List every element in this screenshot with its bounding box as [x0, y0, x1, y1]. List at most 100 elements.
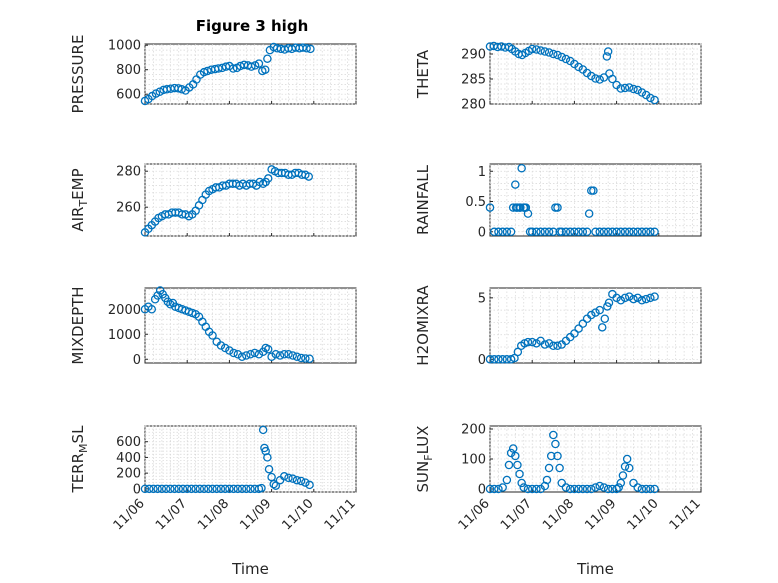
data-point: [591, 227, 600, 237]
data-point: [225, 484, 234, 494]
data-point: [199, 484, 209, 494]
data-point: [519, 483, 529, 492]
y-tick-label: 800: [116, 63, 141, 78]
data-point: [147, 304, 157, 314]
data-point: [591, 74, 600, 83]
data-point: [629, 294, 638, 304]
y-tick-label: 0: [133, 482, 141, 497]
data-point: [296, 353, 306, 363]
data-point: [637, 88, 647, 97]
y-axis-label: AIRTEMP: [69, 168, 90, 231]
y-tick-label: 600: [116, 88, 141, 103]
data-point: [212, 484, 221, 494]
data-point: [578, 484, 588, 494]
data-point: [233, 484, 243, 494]
data-point: [527, 44, 537, 54]
data-point: [646, 227, 655, 237]
data-point: [637, 227, 647, 237]
data-point: [284, 473, 293, 483]
data-point: [157, 484, 167, 494]
x-tick-label: 11/06: [111, 496, 148, 533]
data-point: [225, 346, 234, 355]
data-point: [504, 460, 514, 470]
data-point: [599, 73, 609, 82]
y-tick-label: 260: [116, 201, 141, 216]
data-point: [275, 351, 285, 360]
data-point: [489, 227, 499, 237]
subplot-2: 280 285 290 THETA: [414, 41, 702, 113]
data-point: [633, 293, 642, 303]
data-point: [625, 227, 634, 237]
data-point: [214, 64, 223, 73]
data-point: [511, 180, 520, 189]
data-point: [208, 484, 217, 494]
data-point: [618, 471, 628, 480]
data-point: [264, 464, 274, 474]
data-point: [498, 355, 507, 364]
data-point: [616, 478, 626, 488]
data-point: [553, 203, 562, 212]
data-point: [591, 308, 600, 317]
subplot-3: 260 280 AIRTEMP: [69, 163, 357, 237]
data-point: [306, 44, 315, 54]
data-point: [263, 54, 272, 63]
data-point: [532, 484, 541, 494]
subplot-8: 0 100 200 11/06 11/07 11/08 11/09 11/10 11/11 Tim…: [414, 423, 704, 579]
data-point: [595, 227, 604, 237]
data-point: [587, 71, 596, 81]
data-point: [542, 475, 552, 485]
data-point: [544, 227, 554, 237]
data-point: [166, 484, 175, 494]
data-point: [498, 483, 507, 492]
data-point: [561, 483, 571, 492]
data-point: [603, 484, 613, 494]
data-point: [625, 83, 634, 92]
data-point: [237, 352, 247, 361]
data-point: [620, 293, 630, 303]
data-point: [204, 484, 213, 494]
axes-background: [489, 163, 702, 237]
data-point: [267, 352, 276, 361]
data-point: [561, 227, 571, 237]
data-point: [261, 65, 270, 74]
x-tick-label: 11/10: [280, 496, 317, 533]
data-point: [646, 293, 655, 303]
data-point: [498, 227, 507, 237]
data-point: [574, 227, 583, 237]
data-point: [561, 54, 571, 64]
y-tick-label: 5: [478, 291, 486, 306]
x-tick-label: 11/10: [625, 496, 662, 533]
data-point: [254, 59, 264, 68]
data-point: [544, 463, 554, 473]
data-point: [557, 478, 566, 488]
data-point: [616, 84, 626, 93]
data-point: [633, 483, 642, 492]
data-point: [622, 454, 632, 464]
data-point: [182, 484, 192, 494]
data-point: [646, 484, 655, 494]
data-point: [216, 341, 226, 350]
data-point: [292, 352, 302, 361]
data-point: [296, 476, 306, 486]
data-point: [517, 163, 526, 173]
data-point: [250, 348, 259, 358]
axes-background: [144, 43, 357, 105]
x-tick-label: 11/07: [498, 496, 535, 533]
data-point: [263, 174, 273, 183]
data-point: [553, 50, 562, 60]
data-point: [536, 46, 545, 55]
data-point: [578, 319, 588, 328]
data-point: [540, 340, 550, 349]
y-tick-label: 1000: [108, 39, 141, 54]
data-point: [595, 305, 604, 315]
data-point: [284, 349, 293, 359]
data-point: [489, 484, 499, 494]
data-point: [557, 227, 566, 237]
figure-title: Figure 3 high: [196, 17, 309, 35]
data-point: [254, 349, 264, 359]
data-point: [233, 349, 243, 359]
data-point: [620, 462, 630, 471]
data-point: [523, 337, 533, 347]
y-tick-label: 280: [116, 165, 141, 180]
